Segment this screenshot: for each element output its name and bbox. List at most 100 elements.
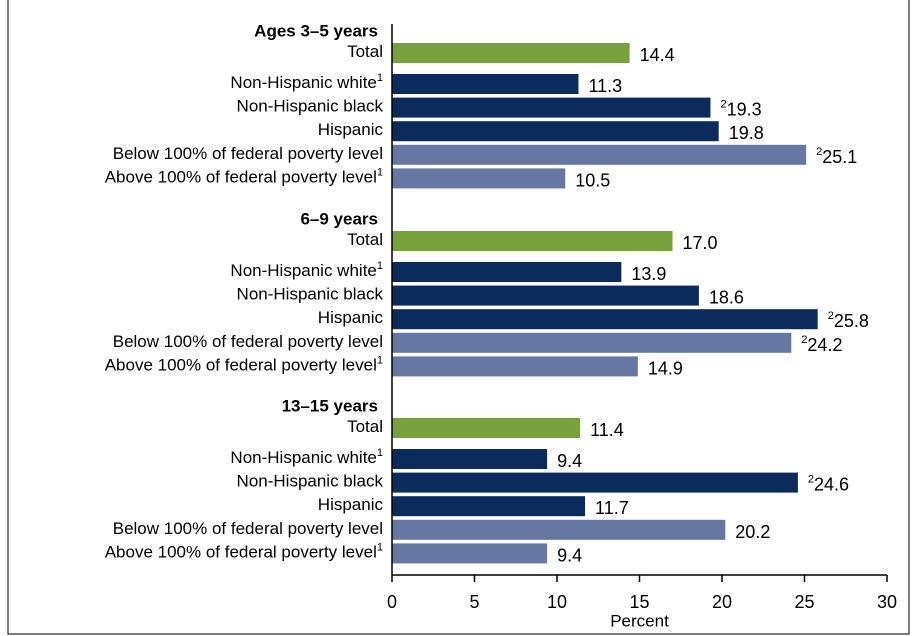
value-label: 11.4 <box>590 420 624 440</box>
category-label: Non-Hispanic white1 <box>230 260 383 281</box>
x-tick-label: 0 <box>387 592 397 612</box>
category-text: Non-Hispanic white <box>230 448 376 467</box>
value-text: 25.8 <box>834 311 869 331</box>
footnote-marker: 2 <box>828 310 834 322</box>
bar <box>392 231 673 251</box>
value-text: 17.0 <box>683 233 718 253</box>
value-text: 18.6 <box>709 287 744 307</box>
value-label: 18.6 <box>709 287 744 307</box>
category-text: Hispanic <box>318 496 384 515</box>
category-text: Above 100% of federal poverty level <box>105 356 377 375</box>
bar <box>392 121 719 142</box>
value-text: 13.9 <box>631 264 666 284</box>
category-text: Above 100% of federal poverty level <box>105 168 377 187</box>
value-text: 9.4 <box>557 451 582 471</box>
bar <box>392 543 548 564</box>
bar <box>392 472 798 493</box>
bar <box>392 356 638 377</box>
x-tick-label: 15 <box>629 592 649 612</box>
value-label: 13.9 <box>631 264 666 284</box>
bar <box>392 144 807 165</box>
x-tick-label: 10 <box>547 592 567 612</box>
value-label: 225.8 <box>828 310 869 331</box>
bar <box>392 309 818 330</box>
x-tick-label: 5 <box>469 592 479 612</box>
category-text: Non-Hispanic white <box>230 261 376 280</box>
footnote-marker: 1 <box>377 166 383 178</box>
bar <box>392 43 630 63</box>
category-label: Above 100% of federal poverty level1 <box>105 354 383 375</box>
footnote-marker: 1 <box>377 260 383 272</box>
value-label: 11.7 <box>595 498 629 518</box>
value-text: 14.4 <box>640 45 675 65</box>
value-label: 17.0 <box>683 233 718 253</box>
value-label: 224.2 <box>801 334 842 355</box>
category-text: Below 100% of federal poverty level <box>113 332 383 351</box>
footnote-marker: 2 <box>808 474 814 486</box>
value-text: 24.2 <box>807 335 842 355</box>
value-text: 19.8 <box>729 123 764 143</box>
value-text: 10.5 <box>575 170 610 190</box>
category-label: Hispanic <box>318 121 384 140</box>
footnote-marker: 1 <box>377 72 383 84</box>
value-label: 19.8 <box>729 123 764 143</box>
bar <box>392 449 548 469</box>
category-text: Non-Hispanic black <box>237 285 384 304</box>
category-text: Below 100% of federal poverty level <box>113 144 383 163</box>
value-text: 14.9 <box>648 358 683 378</box>
bar <box>392 332 792 353</box>
category-label: Total <box>347 417 383 436</box>
category-label: Total <box>347 230 383 249</box>
category-label: Hispanic <box>318 309 384 328</box>
footnote-marker: 2 <box>801 334 807 346</box>
value-label: 14.4 <box>640 45 675 65</box>
footnote-marker: 1 <box>377 541 383 553</box>
value-text: 25.1 <box>822 147 857 167</box>
value-label: 11.3 <box>588 76 622 96</box>
footnote-marker: 1 <box>377 447 383 459</box>
footnote-marker: 2 <box>816 146 822 158</box>
value-text: 19.3 <box>727 99 762 119</box>
footnote-marker: 2 <box>720 99 726 111</box>
value-text: 20.2 <box>735 522 770 542</box>
x-axis-label: Percent <box>610 611 669 630</box>
category-label: Non-Hispanic black <box>237 285 384 304</box>
value-label: 20.2 <box>735 522 770 542</box>
group-label: Ages 3–5 years <box>254 21 378 40</box>
category-text: Non-Hispanic white <box>230 73 376 92</box>
category-label: Above 100% of federal poverty level1 <box>105 166 383 187</box>
value-text: 11.3 <box>588 76 622 96</box>
category-label: Below 100% of federal poverty level <box>113 332 383 351</box>
category-label: Total <box>347 42 383 61</box>
bar <box>392 262 622 282</box>
category-text: Above 100% of federal poverty level <box>105 543 377 562</box>
category-text: Hispanic <box>318 121 384 140</box>
category-label: Non-Hispanic white1 <box>230 72 383 93</box>
bar <box>392 496 586 517</box>
value-text: 24.6 <box>814 474 849 494</box>
category-text: Total <box>347 417 383 436</box>
category-text: Below 100% of federal poverty level <box>113 519 383 538</box>
value-label: 9.4 <box>557 451 582 471</box>
value-label: 9.4 <box>557 545 582 565</box>
footnote-marker: 1 <box>377 354 383 366</box>
bar <box>392 285 699 306</box>
value-label: 225.1 <box>816 146 857 167</box>
bar <box>392 74 579 94</box>
value-text: 11.7 <box>595 498 629 518</box>
value-text: 9.4 <box>557 545 582 565</box>
bar <box>392 97 711 118</box>
bar <box>392 519 726 540</box>
group-label: 13–15 years <box>282 396 378 415</box>
x-tick-label: 30 <box>877 592 897 612</box>
category-label: Above 100% of federal poverty level1 <box>105 541 383 562</box>
category-text: Total <box>347 42 383 61</box>
category-text: Total <box>347 230 383 249</box>
value-label: 224.6 <box>808 474 849 495</box>
x-tick-label: 20 <box>712 592 732 612</box>
category-text: Hispanic <box>318 309 384 328</box>
value-label: 10.5 <box>575 170 610 190</box>
category-text: Non-Hispanic black <box>237 97 384 116</box>
value-label: 14.9 <box>648 358 683 378</box>
